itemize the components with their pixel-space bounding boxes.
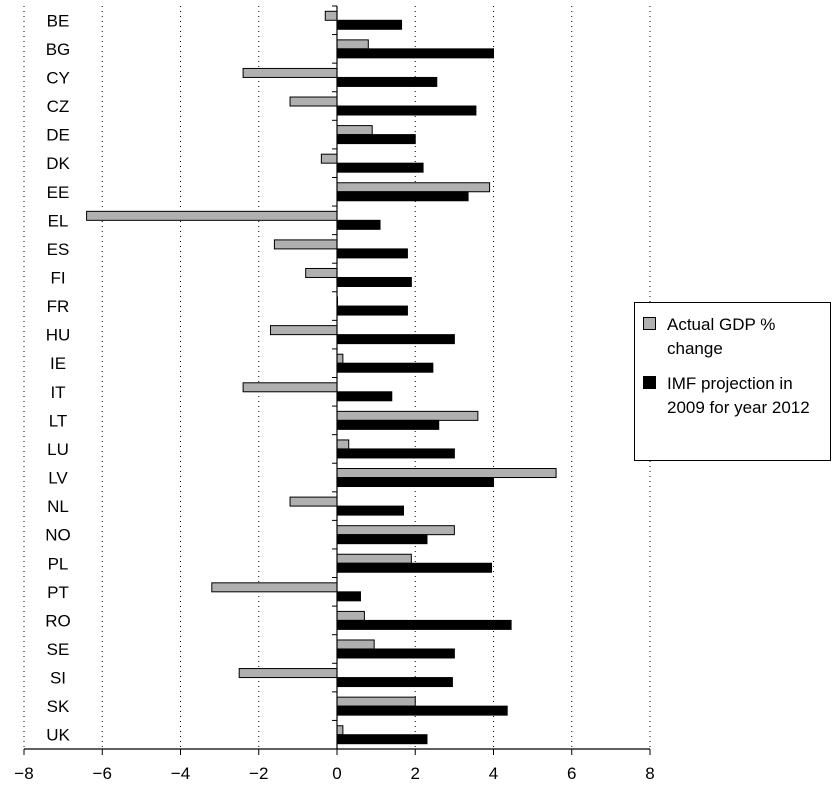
bar-imf-BG: [336, 48, 494, 59]
category-label-SE: SE: [47, 640, 70, 659]
bar-actual-DK: [320, 153, 338, 164]
category-label-UK: UK: [46, 726, 70, 745]
bar-imf-SE: [336, 648, 455, 659]
bar-imf-PT: [336, 591, 361, 602]
bar-actual-SK: [336, 696, 416, 707]
bar-imf-DK: [336, 162, 424, 173]
category-label-HU: HU: [46, 326, 71, 345]
category-label-BG: BG: [46, 40, 71, 59]
bar-actual-NO: [336, 525, 455, 536]
category-label-LT: LT: [49, 411, 68, 430]
category-label-FR: FR: [47, 297, 70, 316]
bar-actual-IT: [242, 382, 338, 393]
category-label-LV: LV: [48, 469, 68, 488]
category-label-LU: LU: [47, 440, 69, 459]
bar-actual-FI: [305, 267, 338, 278]
category-label-NO: NO: [45, 526, 71, 545]
bar-imf-ES: [336, 248, 408, 259]
bar-imf-LU: [336, 448, 455, 459]
bar-actual-LV: [336, 468, 557, 479]
category-label-PL: PL: [48, 554, 69, 573]
category-label-IT: IT: [50, 383, 65, 402]
x-tick-label-3: −2: [249, 764, 268, 783]
bar-actual-LU: [336, 439, 350, 450]
bar-imf-FI: [336, 276, 412, 287]
bar-imf-NL: [336, 505, 405, 516]
category-label-CY: CY: [46, 68, 70, 87]
category-label-SK: SK: [47, 697, 70, 716]
x-tick-label-1: −6: [93, 764, 112, 783]
category-label-IE: IE: [50, 354, 66, 373]
legend-swatch-actual: [643, 317, 656, 330]
bar-imf-EE: [336, 191, 469, 202]
bar-actual-HU: [269, 325, 338, 336]
bar-imf-RO: [336, 619, 512, 630]
legend-label-actual: Actual GDP % change: [667, 315, 776, 358]
category-label-BE: BE: [47, 11, 70, 30]
category-label-EE: EE: [47, 183, 70, 202]
bar-imf-LV: [336, 477, 494, 488]
bar-actual-SE: [336, 639, 375, 650]
bar-actual-CZ: [289, 96, 338, 107]
category-label-ES: ES: [47, 240, 70, 259]
bar-actual-EE: [336, 182, 491, 193]
category-label-DK: DK: [46, 154, 70, 173]
bar-imf-IT: [336, 391, 393, 402]
bar-actual-CY: [242, 67, 338, 78]
bar-actual-BG: [336, 39, 369, 50]
x-tick-label-8: 8: [645, 764, 654, 783]
bar-actual-NL: [289, 496, 338, 507]
category-label-NL: NL: [47, 497, 69, 516]
bar-imf-SI: [336, 677, 453, 688]
legend-label-imf: IMF projection in 2009 for year 2012: [667, 374, 810, 417]
category-label-DE: DE: [46, 126, 70, 145]
x-tick-label-6: 4: [489, 764, 498, 783]
bar-actual-EL: [86, 210, 338, 221]
bar-imf-NO: [336, 534, 428, 545]
legend-swatch-imf: [643, 376, 656, 389]
bar-imf-PL: [336, 562, 493, 573]
x-tick-label-7: 6: [567, 764, 576, 783]
category-label-CZ: CZ: [47, 97, 70, 116]
bar-actual-ES: [273, 239, 338, 250]
bar-imf-IE: [336, 362, 434, 373]
bar-actual-RO: [336, 610, 365, 621]
legend: Actual GDP % change IMF projection in 20…: [634, 302, 831, 461]
bar-imf-EL: [336, 219, 381, 230]
category-label-RO: RO: [45, 611, 71, 630]
bar-actual-PL: [336, 553, 412, 564]
bar-imf-FR: [336, 305, 408, 316]
bar-actual-PT: [211, 582, 338, 593]
x-tick-label-2: −4: [171, 764, 190, 783]
bar-imf-HU: [336, 334, 455, 345]
bar-actual-SI: [238, 668, 338, 679]
category-label-FI: FI: [50, 268, 65, 287]
bar-imf-LT: [336, 419, 440, 430]
bar-actual-LT: [336, 410, 479, 421]
bar-imf-SK: [336, 705, 508, 716]
bar-imf-DE: [336, 134, 416, 145]
category-label-SI: SI: [50, 669, 66, 688]
bar-actual-UK: [336, 725, 344, 736]
x-tick-label-5: 2: [411, 764, 420, 783]
x-tick-label-4: 0: [332, 764, 341, 783]
bar-actual-DE: [336, 125, 373, 136]
bar-imf-CZ: [336, 105, 477, 116]
category-label-EL: EL: [48, 211, 69, 230]
bar-imf-UK: [336, 734, 428, 745]
x-tick-label-0: −8: [14, 764, 33, 783]
bar-actual-BE: [324, 10, 338, 21]
bar-imf-BE: [336, 19, 403, 30]
bar-actual-IE: [336, 353, 344, 364]
category-label-PT: PT: [47, 583, 69, 602]
bar-imf-CY: [336, 76, 438, 87]
